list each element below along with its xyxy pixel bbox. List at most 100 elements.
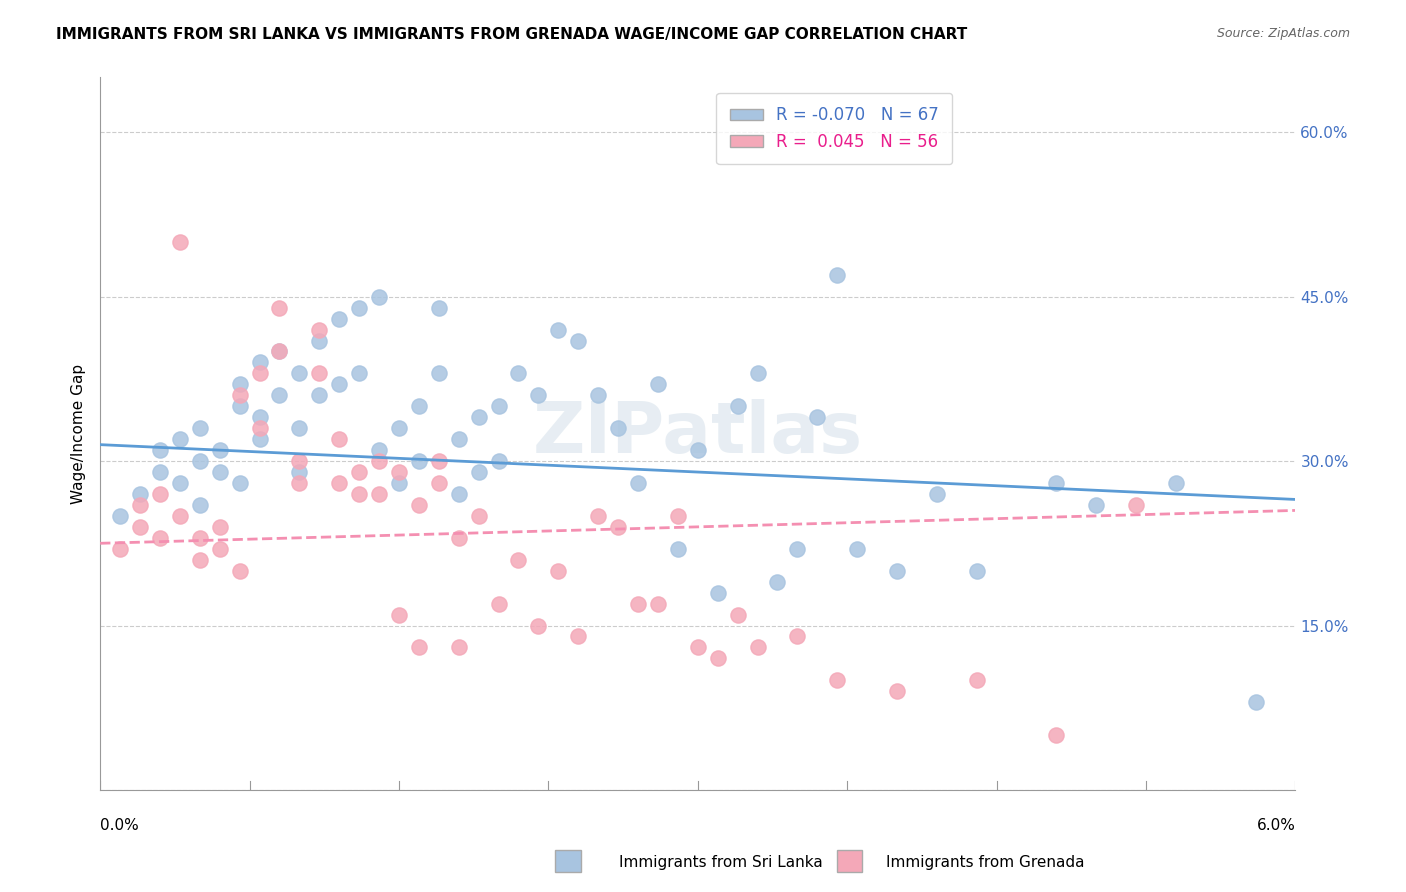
Point bbox=[188, 498, 211, 512]
Point bbox=[686, 443, 709, 458]
Point bbox=[508, 553, 530, 567]
Point bbox=[228, 564, 250, 578]
Point bbox=[825, 673, 848, 688]
Point bbox=[308, 388, 330, 402]
Point bbox=[108, 541, 131, 556]
Point bbox=[607, 421, 630, 435]
Point bbox=[886, 684, 908, 698]
Point bbox=[249, 410, 271, 425]
Point bbox=[149, 465, 172, 479]
Point bbox=[647, 377, 669, 392]
Point bbox=[228, 399, 250, 413]
Point bbox=[706, 651, 728, 665]
Text: Immigrants from Grenada: Immigrants from Grenada bbox=[886, 855, 1084, 870]
Text: ZIPatlas: ZIPatlas bbox=[533, 400, 863, 468]
Point bbox=[567, 630, 589, 644]
Point bbox=[288, 465, 311, 479]
Point bbox=[825, 268, 848, 282]
Point bbox=[228, 475, 250, 490]
Point bbox=[488, 597, 510, 611]
Point bbox=[368, 290, 391, 304]
Point bbox=[388, 607, 411, 622]
Point bbox=[328, 377, 350, 392]
Point bbox=[288, 421, 311, 435]
Point bbox=[706, 585, 728, 599]
Point bbox=[347, 465, 370, 479]
Point bbox=[169, 432, 191, 446]
Point bbox=[607, 520, 630, 534]
Point bbox=[806, 410, 828, 425]
Point bbox=[208, 443, 231, 458]
Point bbox=[249, 367, 271, 381]
Legend: R = -0.070   N = 67, R =  0.045   N = 56: R = -0.070 N = 67, R = 0.045 N = 56 bbox=[716, 93, 952, 164]
Text: Immigrants from Sri Lanka: Immigrants from Sri Lanka bbox=[619, 855, 823, 870]
Point bbox=[467, 410, 489, 425]
Point bbox=[308, 334, 330, 348]
Point bbox=[228, 388, 250, 402]
Point bbox=[288, 454, 311, 468]
Point bbox=[308, 322, 330, 336]
Point bbox=[447, 432, 470, 446]
Point bbox=[169, 235, 191, 249]
Point bbox=[686, 640, 709, 655]
Point bbox=[269, 388, 291, 402]
Point bbox=[249, 355, 271, 369]
Text: 6.0%: 6.0% bbox=[1257, 819, 1295, 833]
Text: 0.0%: 0.0% bbox=[100, 819, 139, 833]
Point bbox=[347, 301, 370, 315]
Point bbox=[786, 541, 808, 556]
Point bbox=[427, 454, 450, 468]
Point bbox=[1164, 475, 1187, 490]
Point bbox=[129, 487, 152, 501]
Point bbox=[368, 443, 391, 458]
Point bbox=[508, 367, 530, 381]
Point bbox=[766, 574, 789, 589]
Point bbox=[447, 487, 470, 501]
Point bbox=[408, 454, 430, 468]
Point bbox=[328, 475, 350, 490]
Point bbox=[447, 640, 470, 655]
Point bbox=[347, 487, 370, 501]
Point bbox=[547, 564, 569, 578]
Point bbox=[747, 640, 769, 655]
Point bbox=[427, 475, 450, 490]
Point bbox=[368, 454, 391, 468]
Point bbox=[188, 553, 211, 567]
Point bbox=[208, 465, 231, 479]
Point bbox=[249, 421, 271, 435]
Point bbox=[249, 432, 271, 446]
Point bbox=[188, 531, 211, 545]
Point bbox=[527, 618, 550, 632]
Point bbox=[666, 508, 689, 523]
Point bbox=[527, 388, 550, 402]
Point bbox=[188, 421, 211, 435]
Point bbox=[368, 487, 391, 501]
Text: Source: ZipAtlas.com: Source: ZipAtlas.com bbox=[1216, 27, 1350, 40]
Point bbox=[627, 597, 650, 611]
Point bbox=[1045, 475, 1067, 490]
Point bbox=[567, 334, 589, 348]
Point bbox=[586, 388, 609, 402]
Point bbox=[108, 508, 131, 523]
Point bbox=[966, 673, 988, 688]
Point bbox=[149, 531, 172, 545]
Point bbox=[1045, 728, 1067, 742]
Point bbox=[488, 399, 510, 413]
Point bbox=[149, 443, 172, 458]
Point bbox=[408, 640, 430, 655]
Point bbox=[666, 541, 689, 556]
Point bbox=[727, 607, 749, 622]
Point bbox=[467, 465, 489, 479]
Point bbox=[547, 322, 569, 336]
Point bbox=[488, 454, 510, 468]
Point bbox=[149, 487, 172, 501]
Point bbox=[208, 520, 231, 534]
Point bbox=[288, 367, 311, 381]
Point bbox=[269, 344, 291, 359]
Point bbox=[388, 421, 411, 435]
Point bbox=[288, 475, 311, 490]
Point bbox=[308, 367, 330, 381]
Point bbox=[886, 564, 908, 578]
Point bbox=[388, 465, 411, 479]
Point bbox=[269, 301, 291, 315]
